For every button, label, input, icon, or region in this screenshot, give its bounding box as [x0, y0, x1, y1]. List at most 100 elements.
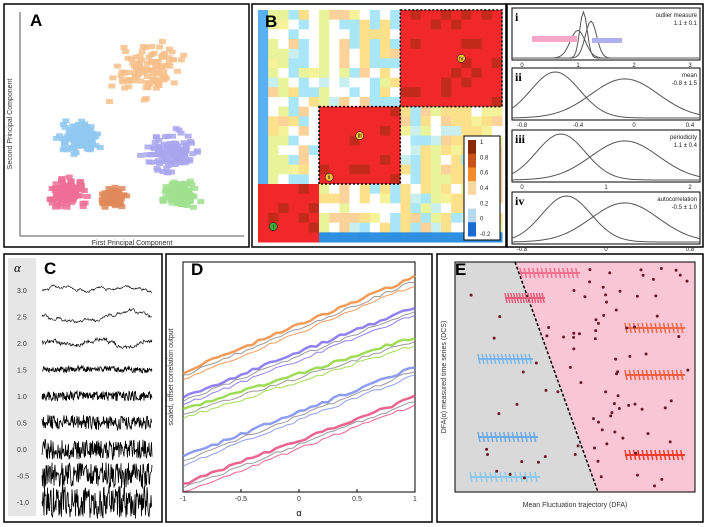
cluster-point: [53, 192, 61, 198]
heatmap-cell: [349, 203, 361, 214]
cluster-point: [125, 84, 133, 90]
heatmap-cell: [380, 29, 391, 40]
heatmap-cell: [288, 232, 300, 243]
heatmap-cell: [441, 77, 452, 88]
data-point: [469, 293, 473, 297]
heatmap-cell: [420, 116, 432, 127]
heatmap-cell: [349, 10, 361, 21]
heatmap-cell: [288, 58, 300, 69]
heatmap-cell: [339, 19, 350, 30]
data-point: [498, 315, 502, 319]
data-point: [602, 313, 606, 317]
heatmap-cell: [400, 19, 411, 30]
cluster-point: [177, 57, 185, 63]
subpanel-label: iii: [515, 132, 526, 146]
cluster-point: [197, 199, 205, 205]
heatmap-cell: [308, 135, 320, 146]
cluster-point: [165, 55, 173, 61]
correlation-line: [182, 285, 416, 380]
heatmap-cell: [410, 48, 422, 59]
heatmap-cell: [298, 58, 310, 69]
heatmap-cell: [258, 126, 269, 137]
heatmap-cell: [491, 19, 503, 30]
heatmap-cell: [481, 58, 493, 69]
cluster-point: [75, 133, 83, 139]
correlation-line: [182, 311, 416, 403]
heatmap-cell: [319, 164, 330, 175]
x-tick-label: 0.5: [352, 496, 362, 503]
heatmap-cell: [390, 68, 401, 79]
heatmap-cell: [400, 135, 411, 146]
panel-label-a: A: [30, 11, 42, 30]
heatmap-cell: [380, 126, 391, 137]
cluster-point: [105, 200, 113, 206]
panel-c-frame: [3, 253, 163, 523]
heatmap-cell: [380, 97, 391, 108]
cluster-point: [168, 49, 176, 55]
heatmap-cell: [308, 48, 320, 59]
heatmap-cell: [308, 193, 320, 204]
correlation-line: [182, 366, 416, 458]
cluster-point: [142, 85, 150, 91]
cluster-point: [61, 146, 69, 152]
cluster-point: [181, 160, 189, 166]
data-point: [588, 280, 592, 284]
cluster-point: [152, 85, 160, 91]
cluster-point: [100, 201, 108, 207]
heatmap-cell: [268, 193, 279, 204]
data-point: [610, 411, 614, 415]
heatmap-cell: [278, 213, 289, 224]
distribution-curve: [511, 202, 701, 243]
heatmap-cell: [288, 193, 300, 204]
heatmap-cell: [410, 193, 422, 204]
cluster-point: [169, 57, 177, 63]
cluster-point: [81, 133, 89, 139]
heatmap-cell: [369, 10, 381, 21]
panel-label-b: B: [265, 12, 277, 31]
cluster-point: [147, 152, 155, 158]
heatmap-cell: [461, 106, 472, 117]
colorbar-segment: [468, 153, 476, 168]
heatmap-cell: [380, 10, 391, 21]
cluster-point: [67, 179, 75, 185]
heatmap-cell: [471, 39, 483, 50]
cluster-point: [186, 156, 194, 162]
cluster-point: [147, 67, 155, 73]
heatmap-cell: [278, 106, 289, 117]
heatmap-cell: [268, 29, 279, 40]
x-tick: 0: [604, 247, 608, 253]
block-label: i: [273, 225, 274, 231]
cluster-point: [164, 170, 172, 176]
heatmap-cell: [268, 87, 279, 98]
cluster-point: [143, 74, 151, 80]
heatmap-cell: [451, 213, 462, 224]
cluster-point: [122, 49, 130, 55]
cluster-point: [100, 193, 108, 199]
heatmap-cell: [298, 19, 310, 30]
data-point: [497, 412, 501, 416]
colorbar-segment: [468, 208, 476, 223]
heatmap-cell: [390, 97, 401, 108]
heatmap-cell: [339, 77, 350, 88]
cluster-point: [154, 158, 162, 164]
cluster-point: [189, 151, 197, 157]
heatmap-cell: [308, 39, 320, 50]
heatmap-cell: [481, 29, 493, 40]
data-point: [634, 451, 638, 455]
heatmap-cell: [461, 48, 472, 59]
cluster-point: [92, 134, 100, 140]
heatmap-cell: [441, 97, 452, 108]
heatmap-cell: [410, 87, 422, 98]
colorbar-segment: [468, 167, 476, 182]
heatmap-cell: [349, 48, 361, 59]
cluster-point: [61, 135, 69, 141]
heatmap-cell: [451, 68, 462, 79]
heatmap-cell: [410, 174, 422, 185]
cluster-point: [155, 83, 163, 89]
x-tick-label: -1: [180, 496, 186, 503]
heatmap-cell: [430, 48, 442, 59]
data-point: [522, 476, 526, 480]
cluster-point: [79, 204, 87, 210]
heatmap-cell: [491, 116, 503, 127]
cluster-point: [173, 144, 181, 150]
